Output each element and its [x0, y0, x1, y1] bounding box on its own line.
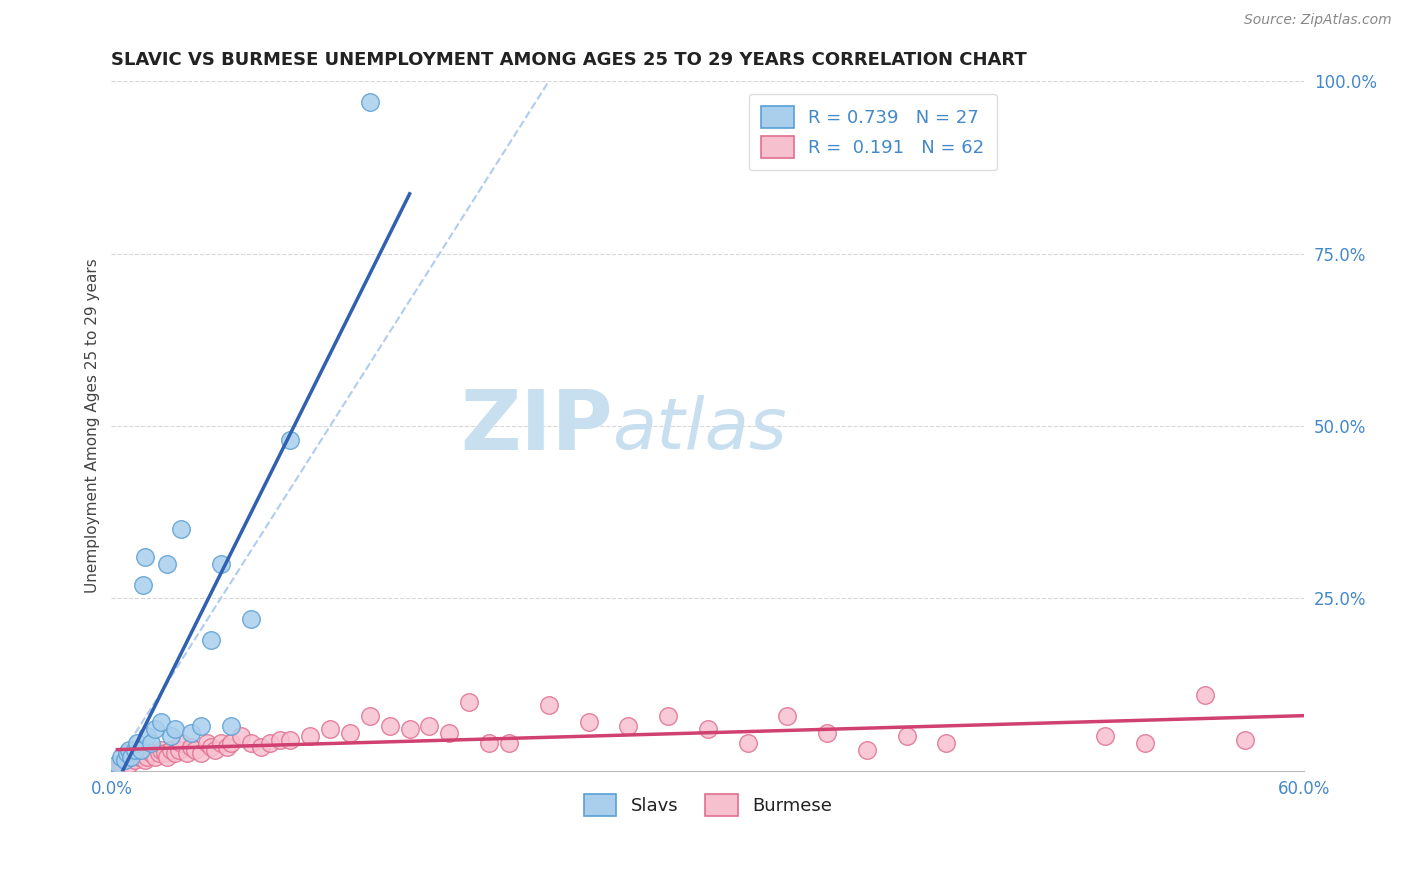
Point — [339, 726, 361, 740]
Point — [134, 753, 156, 767]
Point — [204, 743, 226, 757]
Point — [209, 557, 232, 571]
Point — [190, 719, 212, 733]
Point — [180, 739, 202, 754]
Point — [163, 723, 186, 737]
Point — [148, 747, 170, 761]
Point — [170, 736, 193, 750]
Point — [239, 612, 262, 626]
Point — [180, 726, 202, 740]
Point — [1094, 729, 1116, 743]
Point — [319, 723, 342, 737]
Text: SLAVIC VS BURMESE UNEMPLOYMENT AMONG AGES 25 TO 29 YEARS CORRELATION CHART: SLAVIC VS BURMESE UNEMPLOYMENT AMONG AGE… — [111, 51, 1028, 69]
Point — [418, 719, 440, 733]
Point — [156, 750, 179, 764]
Point — [141, 736, 163, 750]
Point — [134, 549, 156, 564]
Point — [278, 433, 301, 447]
Point — [143, 723, 166, 737]
Point — [259, 736, 281, 750]
Point — [118, 743, 141, 757]
Point — [359, 95, 381, 109]
Point — [110, 756, 132, 771]
Point — [219, 736, 242, 750]
Point — [478, 736, 501, 750]
Point — [128, 750, 150, 764]
Point — [1194, 688, 1216, 702]
Point — [163, 747, 186, 761]
Point — [141, 747, 163, 761]
Point — [117, 747, 139, 761]
Point — [184, 743, 207, 757]
Point — [110, 750, 132, 764]
Point — [105, 756, 128, 771]
Point — [127, 736, 149, 750]
Point — [1233, 732, 1256, 747]
Point — [120, 750, 142, 764]
Point — [129, 747, 152, 761]
Point — [657, 708, 679, 723]
Point — [200, 739, 222, 754]
Point — [118, 756, 141, 771]
Point — [398, 723, 420, 737]
Point — [132, 577, 155, 591]
Point — [114, 753, 136, 767]
Point — [498, 736, 520, 750]
Point — [537, 698, 560, 713]
Point — [378, 719, 401, 733]
Point — [153, 747, 176, 761]
Point — [176, 747, 198, 761]
Point — [439, 726, 461, 740]
Point — [299, 729, 322, 743]
Point — [136, 750, 159, 764]
Point — [160, 729, 183, 743]
Point — [143, 750, 166, 764]
Point — [696, 723, 718, 737]
Point — [219, 719, 242, 733]
Point — [124, 743, 146, 757]
Point — [120, 750, 142, 764]
Point — [190, 747, 212, 761]
Text: Source: ZipAtlas.com: Source: ZipAtlas.com — [1244, 13, 1392, 28]
Point — [229, 729, 252, 743]
Point — [136, 729, 159, 743]
Point — [105, 760, 128, 774]
Point — [359, 708, 381, 723]
Point — [156, 557, 179, 571]
Point — [1133, 736, 1156, 750]
Point — [150, 715, 173, 730]
Point — [170, 523, 193, 537]
Point — [150, 743, 173, 757]
Point — [215, 739, 238, 754]
Point — [578, 715, 600, 730]
Y-axis label: Unemployment Among Ages 25 to 29 years: Unemployment Among Ages 25 to 29 years — [86, 259, 100, 593]
Point — [239, 736, 262, 750]
Point — [896, 729, 918, 743]
Point — [249, 739, 271, 754]
Point — [129, 743, 152, 757]
Text: ZIP: ZIP — [460, 385, 613, 467]
Point — [815, 726, 838, 740]
Point — [114, 753, 136, 767]
Point — [856, 743, 879, 757]
Legend: Slavs, Burmese: Slavs, Burmese — [576, 788, 839, 823]
Point — [737, 736, 759, 750]
Point — [269, 732, 291, 747]
Point — [278, 732, 301, 747]
Text: atlas: atlas — [613, 395, 787, 464]
Point — [195, 736, 218, 750]
Point — [209, 736, 232, 750]
Point — [200, 632, 222, 647]
Point — [160, 743, 183, 757]
Point — [124, 753, 146, 767]
Point — [935, 736, 957, 750]
Point — [776, 708, 799, 723]
Point — [458, 695, 481, 709]
Point — [167, 743, 190, 757]
Point — [617, 719, 640, 733]
